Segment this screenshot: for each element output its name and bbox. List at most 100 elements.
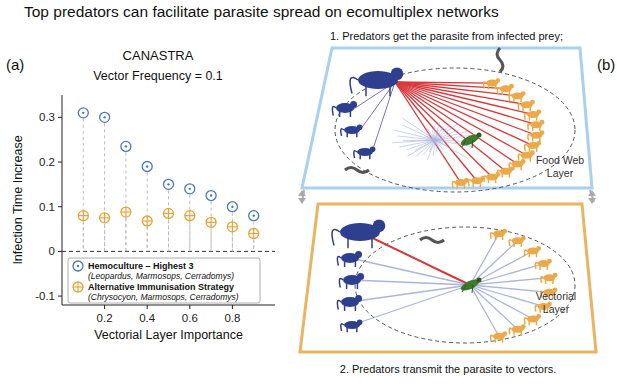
animal-leg: [501, 173, 503, 177]
animal-leg: [355, 261, 357, 267]
animal-leg: [552, 280, 554, 284]
animal-icon: [332, 219, 385, 248]
data-point: [164, 179, 174, 189]
drop-line: [189, 189, 190, 252]
vector-bug: [459, 132, 481, 148]
drop-line: [125, 146, 126, 251]
animal-icon: [491, 331, 508, 342]
marker-dot: [189, 188, 191, 190]
animal-leg: [532, 137, 534, 141]
animal-head: [540, 120, 545, 125]
animal-leg: [536, 253, 538, 257]
drop-line: [168, 213, 169, 251]
animal-leg: [344, 261, 346, 267]
animal-icon: [468, 176, 485, 187]
marker-dot: [210, 194, 212, 196]
animal-leg: [495, 338, 497, 342]
bug-leg: [472, 285, 473, 293]
y-tick-label: 0: [49, 245, 55, 257]
animal-icon: [341, 319, 363, 332]
animal-icon: [339, 273, 364, 289]
y-tick-label: -0.1: [35, 290, 55, 302]
animal-icon: [525, 141, 542, 152]
animal-leg: [464, 185, 466, 189]
cycle-path: [355, 227, 575, 343]
food-web-link: [432, 130, 435, 140]
animal-tail: [524, 318, 526, 324]
panel-label: (a): [6, 56, 24, 73]
parasite: [497, 48, 503, 72]
vector-link: [360, 232, 470, 285]
animal-tail: [337, 257, 341, 266]
predation-link: [395, 82, 506, 171]
animal-head: [391, 67, 404, 80]
panel-label: (b): [597, 56, 615, 73]
animal-leg: [356, 132, 358, 137]
animal-leg: [536, 321, 538, 325]
vector-link: [352, 280, 470, 285]
animal-head: [521, 236, 526, 241]
animal-head: [370, 146, 376, 152]
marker-ring: [121, 207, 131, 217]
animal-tail: [528, 124, 530, 130]
animal-tail: [541, 277, 543, 283]
bug-body: [459, 132, 481, 148]
food-web-link: [432, 135, 435, 140]
marker-ring: [78, 108, 88, 118]
animal-leg: [529, 117, 531, 121]
data-point: [121, 207, 131, 217]
marker-dot: [253, 214, 255, 216]
data-point: [78, 211, 88, 221]
marker-plus: [168, 208, 169, 218]
x-tick: [189, 305, 190, 309]
animal-icon: [354, 146, 376, 159]
data-point: [227, 222, 237, 232]
marker-ring: [100, 213, 110, 223]
animal-tail: [341, 324, 344, 331]
legend-genera: (Leopardus, Marmosops, Cerradomys): [88, 271, 234, 281]
animal-leg: [539, 127, 541, 131]
bug-leg: [462, 140, 466, 147]
vector-link: [470, 278, 549, 285]
animal-leg: [509, 173, 511, 177]
animal-head: [509, 166, 514, 171]
vector-link: [350, 258, 470, 285]
animal-tail: [341, 129, 344, 136]
data-point: [206, 191, 216, 201]
animal-tail: [525, 113, 527, 119]
animal-leg: [520, 243, 522, 247]
animal-icon: [528, 130, 545, 141]
cycle-path: [335, 68, 575, 192]
animal-icon: [484, 172, 501, 183]
marker-ring: [249, 229, 259, 239]
animal-leg: [532, 127, 534, 131]
animal-icon: [497, 166, 514, 177]
data-point: [100, 213, 110, 223]
food-web-link: [415, 140, 435, 150]
animal-icon: [509, 91, 526, 102]
animal-leg: [529, 321, 531, 325]
animal-leg: [488, 179, 490, 183]
animal-head: [357, 273, 364, 280]
x-tick: [232, 305, 233, 309]
x-tick-label: 0.8: [224, 312, 240, 324]
animal-tail: [350, 77, 358, 93]
marker-plus: [189, 211, 190, 221]
animal-head: [530, 150, 535, 155]
animal-tail: [452, 182, 454, 188]
animal-tail: [491, 335, 493, 341]
animal-tail: [484, 82, 486, 88]
marker-ring: [185, 211, 195, 221]
drop-line: [147, 166, 148, 251]
y-tick: [58, 117, 62, 118]
predation-link: [395, 82, 461, 183]
y-tick: [58, 296, 62, 297]
animal-head: [495, 78, 500, 83]
animal-tail: [354, 151, 357, 158]
x-tick-label: 0.4: [139, 312, 156, 324]
marker-ring: [206, 191, 216, 201]
data-point: [164, 208, 174, 218]
y-tick-label: 0.2: [39, 156, 55, 168]
marker-plus: [232, 222, 233, 232]
predation-link: [395, 82, 477, 181]
